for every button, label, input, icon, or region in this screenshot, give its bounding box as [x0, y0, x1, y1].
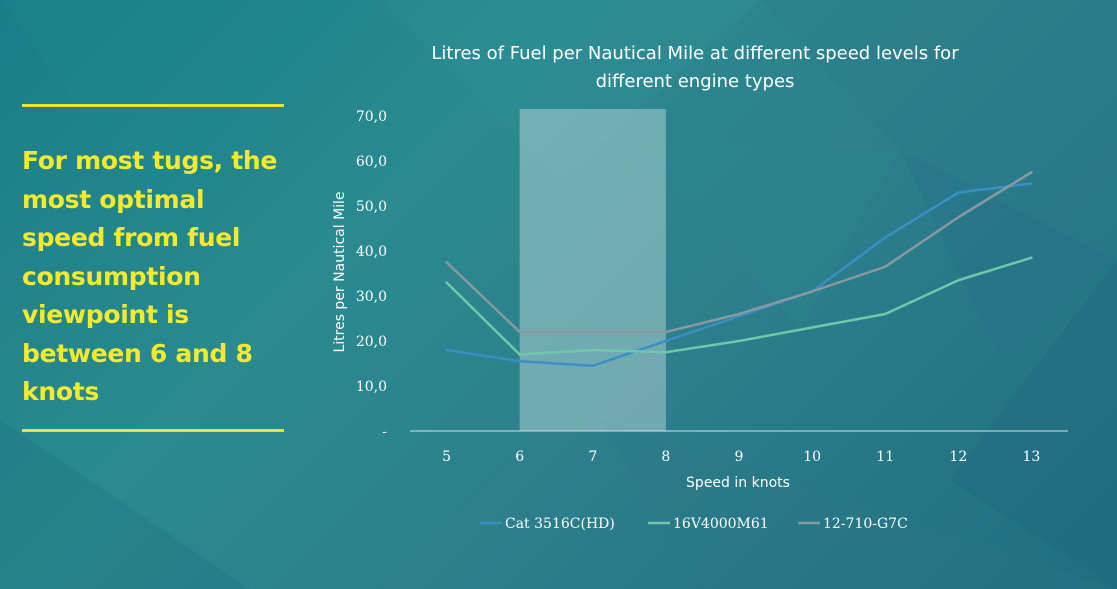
y-tick-label: 10,0 — [356, 379, 387, 395]
x-tick-label: 6 — [515, 449, 524, 465]
optimal-speed-band — [519, 109, 666, 431]
y-axis-title: Litres per Nautical Mile — [332, 191, 348, 352]
x-tick-label: 12 — [949, 449, 967, 465]
x-tick-label: 8 — [661, 449, 670, 465]
callout-bottom-rule — [22, 429, 284, 432]
legend-item: 16V4000M61 — [648, 516, 769, 532]
chart-title: Litres of Fuel per Nautical Mile at diff… — [431, 43, 959, 92]
y-axis-ticks: - 10,0 20,0 30,0 40,0 50,0 60,0 70,0 — [356, 109, 387, 440]
x-tick-label: 13 — [1023, 449, 1041, 465]
y-tick-label: 50,0 — [356, 199, 387, 215]
x-tick-label: 10 — [803, 449, 821, 465]
y-tick-label: - — [382, 424, 387, 440]
x-axis-title: Speed in knots — [686, 475, 790, 491]
legend-item: 12-710-G7C — [798, 516, 908, 532]
y-tick-label: 60,0 — [356, 154, 387, 170]
series-line — [445, 182, 1033, 367]
x-tick-label: 11 — [876, 449, 894, 465]
y-tick-label: 30,0 — [356, 289, 387, 305]
y-tick-label: 20,0 — [356, 334, 387, 350]
x-tick-label: 7 — [588, 449, 597, 465]
y-tick-label: 70,0 — [356, 109, 387, 125]
legend-label: Cat 3516C(HD) — [505, 516, 615, 532]
x-tick-label: 5 — [442, 449, 451, 465]
x-axis-ticks: 5 6 7 8 9 10 11 12 13 — [442, 449, 1040, 465]
callout-headline: For most tugs, the most optimal speed fr… — [22, 146, 278, 406]
legend-label: 12-710-G7C — [823, 516, 908, 532]
y-tick-label: 40,0 — [356, 244, 387, 260]
callout-top-rule — [22, 104, 284, 107]
series-line — [445, 256, 1033, 356]
legend-item: Cat 3516C(HD) — [480, 516, 615, 532]
callout-panel: For most tugs, the most optimal speed fr… — [22, 104, 284, 434]
x-tick-label: 9 — [735, 449, 744, 465]
legend: Cat 3516C(HD) 16V4000M61 12-710-G7C — [480, 516, 908, 532]
series-lines — [445, 171, 1033, 367]
legend-label: 16V4000M61 — [673, 516, 769, 532]
series-line — [445, 171, 1033, 334]
